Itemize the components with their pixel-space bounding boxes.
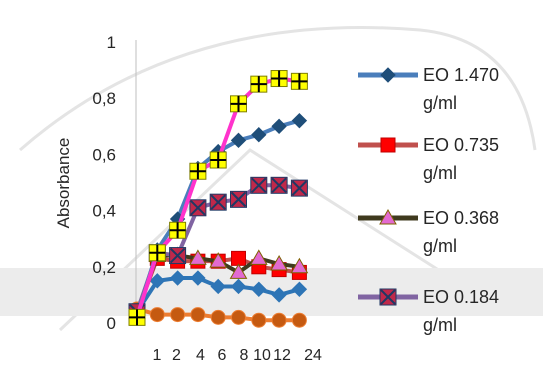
data-point-triangle [229,263,248,279]
data-point-triangle [290,257,309,274]
data-point-xbox-cross [169,247,186,264]
watermark-arc-shape [19,26,537,152]
y-tick-label: 0,6 [92,145,116,164]
x-tick-label: 10 [253,347,271,364]
x-tick-label: 4 [196,347,205,364]
legend-entry: EO 0.735 g/ml [358,135,499,183]
data-point-square [231,250,246,266]
data-point-plus-cross [271,70,288,87]
legend-entry: EO 0.184 g/ml [358,287,499,335]
data-point-xbox-cross [251,177,267,194]
legend-label: EO 0.735 [423,135,499,155]
x-tick-label: 2 [172,347,181,364]
data-point-diamond [251,281,267,297]
data-point-xbox-cross [271,177,287,194]
series-7 [129,301,307,328]
data-point-diamond [210,278,226,295]
data-point-circle [190,307,206,323]
data-point-triangle [270,254,288,271]
y-tick-label: 0,4 [92,202,116,221]
data-point-plus-cross [250,76,267,93]
y-tick-label: 0,2 [92,258,116,277]
data-point-diamond [271,287,287,303]
x-tick-label: 8 [240,347,249,364]
legend-label-unit: g/ml [423,93,457,113]
data-point-plus-cross [291,73,308,90]
x-tick-label: 6 [218,347,227,364]
data-point-diamond [251,127,267,143]
legend-entry: EO 1.470 g/ml [358,65,499,113]
legend-label-unit: g/ml [423,163,457,183]
y-tick-label: 0,8 [92,89,116,108]
data-point-circle [231,309,246,325]
legend-label: EO 0.184 [423,287,499,307]
x-tick-label: 1 [153,347,162,364]
data-point-diamond [291,281,308,297]
data-point-triangle [249,249,268,265]
data-point-circle [271,312,287,328]
data-point-triangle [189,249,207,265]
data-point-triangle [209,252,228,268]
data-point-diamond [271,118,287,135]
data-point-diamond [149,273,166,289]
data-point-diamond [380,67,396,83]
data-point-plus-cross [189,163,206,180]
data-point-xbox-cross [380,289,396,305]
y-axis: 0 0,2 0,4 0,6 0,8 1 [92,33,137,333]
legend-label-unit: g/ml [423,315,457,335]
data-point-diamond [190,270,206,286]
data-point-square [380,137,396,153]
data-point-diamond [291,112,308,129]
legend-label: EO 1.470 [423,65,499,85]
data-point-circle [170,307,186,323]
data-point-plus-cross [210,152,227,169]
plot-area [128,70,309,328]
data-point-xbox-cross [291,180,308,196]
data-point-diamond [230,132,247,149]
data-point-triangle [379,208,397,225]
data-point-circle [291,312,307,328]
data-point-diamond [230,278,247,295]
data-point-plus-cross [169,222,186,239]
data-point-plus-cross [230,95,247,112]
legend-label-unit: g/ml [423,236,457,256]
data-point-xbox-cross [190,200,206,216]
x-tick-label: 12 [273,347,291,364]
series-5 [128,70,308,326]
y-tick-label: 0 [107,314,116,333]
data-point-diamond [169,270,186,286]
data-point-plus-cross [149,244,166,261]
data-point-xbox-cross [230,191,247,208]
y-axis-title: Absorbance [54,138,73,229]
y-tick-label: 1 [107,33,116,52]
data-point-circle [210,309,226,325]
data-point-xbox-cross [210,194,226,210]
x-tick-label: 24 [304,347,322,364]
x-axis: 1 2 4 6 8 10 12 24 [153,347,322,364]
data-point-circle [149,307,165,323]
legend-label: EO 0.368 [423,208,499,228]
legend-entry: EO 0.368 g/ml [358,208,499,256]
data-point-plus-cross [129,309,145,326]
data-point-circle [251,312,267,328]
